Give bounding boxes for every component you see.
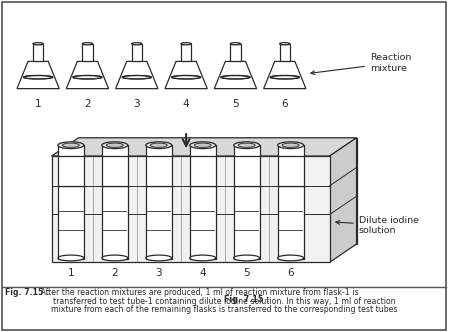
Text: transferred to test tube-1 containing dilute iodine solution. In this way, 1 ml : transferred to test tube-1 containing di…	[53, 296, 396, 306]
Ellipse shape	[132, 42, 142, 45]
Ellipse shape	[190, 142, 216, 149]
Ellipse shape	[279, 42, 290, 45]
Polygon shape	[132, 44, 142, 61]
Text: 5: 5	[232, 99, 239, 109]
Text: 1: 1	[35, 99, 41, 109]
Polygon shape	[146, 186, 172, 259]
Text: mixture from each of the remaining flasks is transferred to the corresponding te: mixture from each of the remaining flask…	[51, 305, 397, 314]
Ellipse shape	[230, 42, 241, 45]
Polygon shape	[58, 145, 84, 156]
Polygon shape	[214, 61, 256, 89]
Ellipse shape	[181, 42, 191, 45]
Text: Fig. 7.15 :: Fig. 7.15 :	[5, 288, 50, 297]
Polygon shape	[102, 186, 128, 259]
Text: Fig. 7.15 :: Fig. 7.15 :	[224, 295, 270, 304]
Polygon shape	[82, 44, 93, 61]
Polygon shape	[146, 145, 172, 156]
Ellipse shape	[238, 143, 255, 147]
Polygon shape	[181, 44, 191, 61]
Text: Reaction
mixture: Reaction mixture	[311, 53, 411, 75]
Ellipse shape	[194, 143, 211, 147]
Polygon shape	[279, 44, 290, 61]
Ellipse shape	[278, 255, 304, 261]
Polygon shape	[234, 155, 260, 186]
Text: 4: 4	[199, 268, 206, 278]
Ellipse shape	[234, 255, 260, 261]
Ellipse shape	[278, 142, 304, 149]
Ellipse shape	[58, 142, 84, 149]
Polygon shape	[330, 138, 356, 262]
Ellipse shape	[146, 255, 172, 261]
Text: 6: 6	[287, 268, 294, 278]
Text: 5: 5	[243, 268, 250, 278]
Text: 3: 3	[134, 99, 140, 109]
Ellipse shape	[146, 142, 172, 149]
Ellipse shape	[63, 143, 79, 147]
Polygon shape	[33, 44, 43, 61]
Polygon shape	[58, 155, 84, 186]
Ellipse shape	[150, 143, 167, 147]
Polygon shape	[264, 61, 306, 89]
Polygon shape	[102, 155, 128, 186]
Ellipse shape	[102, 255, 128, 261]
Polygon shape	[58, 186, 84, 259]
Polygon shape	[78, 138, 356, 244]
Polygon shape	[52, 138, 356, 156]
Polygon shape	[278, 155, 304, 186]
Ellipse shape	[33, 42, 43, 45]
Polygon shape	[190, 155, 216, 186]
Polygon shape	[146, 155, 172, 186]
Polygon shape	[234, 145, 260, 156]
Ellipse shape	[282, 143, 299, 147]
Polygon shape	[66, 61, 108, 89]
Polygon shape	[278, 145, 304, 156]
Text: 4: 4	[183, 99, 189, 109]
Polygon shape	[52, 156, 330, 262]
Text: 1: 1	[68, 268, 74, 278]
Polygon shape	[190, 186, 216, 259]
Ellipse shape	[234, 142, 260, 149]
Text: After the reaction mixtures are produced, 1 ml of reaction mixture from flask-1 : After the reaction mixtures are produced…	[38, 288, 359, 297]
Ellipse shape	[106, 143, 123, 147]
Text: 2: 2	[84, 99, 91, 109]
Polygon shape	[102, 145, 128, 156]
Polygon shape	[234, 186, 260, 259]
Text: 2: 2	[112, 268, 118, 278]
Polygon shape	[165, 61, 207, 89]
Polygon shape	[116, 61, 158, 89]
Polygon shape	[278, 186, 304, 259]
Polygon shape	[230, 44, 241, 61]
Text: 6: 6	[281, 99, 288, 109]
Polygon shape	[17, 61, 59, 89]
Ellipse shape	[190, 255, 216, 261]
Ellipse shape	[58, 255, 84, 261]
Text: Fig. 7.15 :: Fig. 7.15 :	[220, 308, 228, 309]
Text: Dilute iodine
solution: Dilute iodine solution	[336, 215, 419, 235]
Ellipse shape	[82, 42, 93, 45]
Ellipse shape	[102, 142, 128, 149]
Text: 3: 3	[155, 268, 162, 278]
Polygon shape	[190, 145, 216, 156]
